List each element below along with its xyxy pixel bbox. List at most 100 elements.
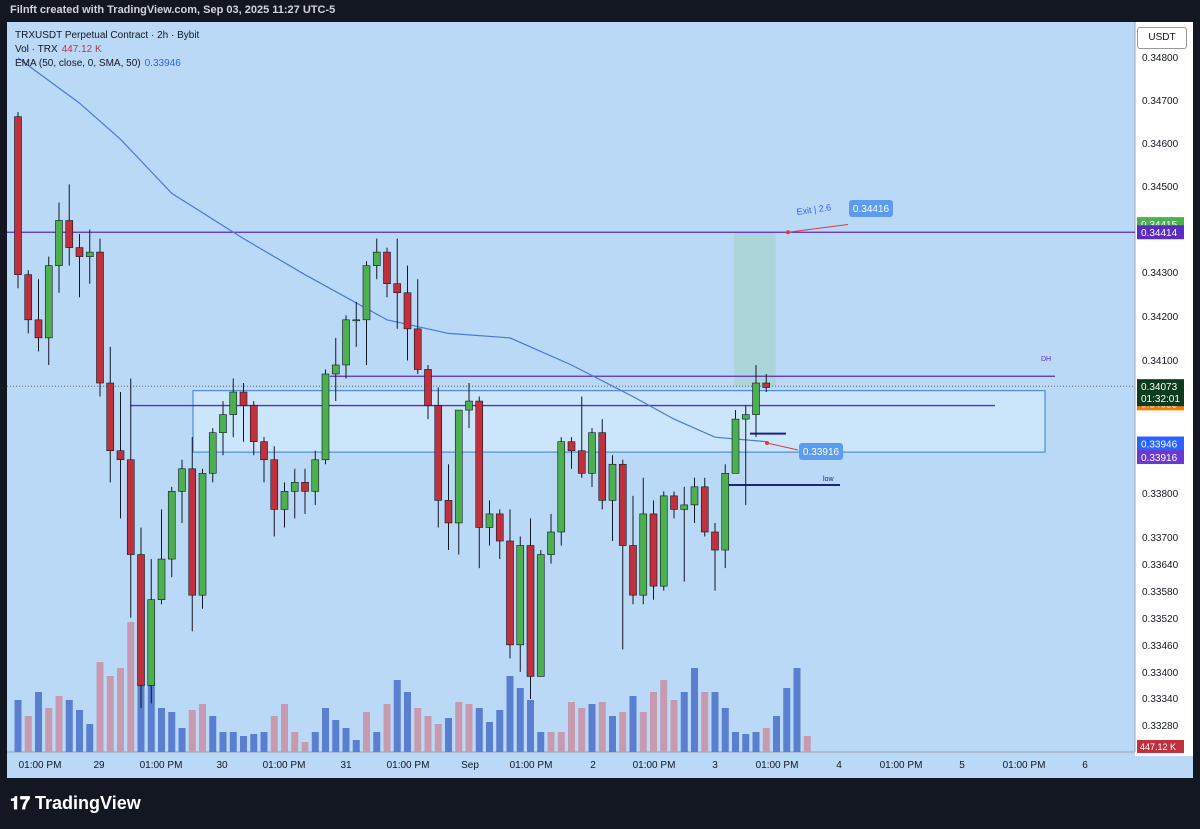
candle-down <box>629 545 637 596</box>
candle-down <box>14 116 22 275</box>
last-price-label: 0.34073 <box>1141 382 1178 393</box>
volume-bar <box>147 684 155 752</box>
volume-bar <box>291 732 299 752</box>
volume-bar <box>24 716 32 752</box>
candle-down <box>301 482 309 492</box>
volume-bar <box>188 710 196 752</box>
ema-line <box>17 57 767 443</box>
time-axis-bg <box>7 752 1135 778</box>
time-tick-label: Sep <box>461 760 479 771</box>
volume-bar <box>393 680 401 752</box>
candle-up <box>85 251 94 257</box>
candle-up <box>55 220 63 266</box>
volume-bar <box>96 662 104 752</box>
volume-bar <box>209 716 217 752</box>
candle-down <box>444 500 453 524</box>
candle-up <box>331 364 340 375</box>
volume-bar <box>639 712 647 752</box>
candle-up <box>557 441 566 533</box>
time-tick-label: 01:00 PM <box>880 760 923 771</box>
tv-logo-icon: 𝟏𝟕 <box>10 793 31 814</box>
candle-down <box>567 441 576 452</box>
volume-bar <box>732 732 739 752</box>
volume-bar <box>363 712 370 752</box>
volume-bar <box>516 688 524 752</box>
candle-down <box>188 468 197 596</box>
candle-up <box>690 486 699 506</box>
candle-up <box>680 504 689 510</box>
volume-bar <box>14 700 22 752</box>
volume-bar <box>332 720 340 752</box>
candle-up <box>536 554 545 677</box>
stop-dot <box>765 441 769 445</box>
candle-up <box>167 491 176 560</box>
last-price-badge <box>1137 379 1184 407</box>
candle-down <box>526 545 535 677</box>
candle-down <box>670 495 678 510</box>
price-tick-label: 0.33580 <box>1142 587 1179 598</box>
currency-button[interactable]: USDT <box>1137 27 1187 49</box>
candle-up <box>659 495 668 587</box>
volume-bar <box>158 708 165 752</box>
candle-up <box>465 400 473 411</box>
volume-bar <box>45 708 53 752</box>
time-tick-label: 01:00 PM <box>263 760 306 771</box>
candle-up <box>178 468 186 492</box>
candle-down <box>577 450 586 474</box>
brand-name: TradingView <box>35 793 141 813</box>
legend-vol-label: Vol · TRX <box>15 44 58 55</box>
dh-label: DH <box>1041 356 1051 363</box>
price-tick-label: 0.33700 <box>1142 533 1179 544</box>
volume-bar <box>680 692 688 752</box>
volume-bar <box>301 742 309 752</box>
price-tick-label: 0.34300 <box>1142 268 1179 279</box>
volume-bar <box>127 622 135 752</box>
chart-legend: TRXUSDT Perpetual Contract · 2h · Bybit … <box>15 29 203 71</box>
candle-up <box>731 418 740 474</box>
volume-bar <box>588 704 596 752</box>
price-axis-badge <box>1137 436 1184 451</box>
price-tick-label: 0.33520 <box>1142 614 1179 625</box>
candle-down <box>762 382 771 388</box>
legend-vol-value: 447.12 K <box>61 44 102 55</box>
volume-bar <box>404 692 411 752</box>
candle-down <box>270 459 279 510</box>
volume-bar <box>557 732 565 752</box>
volume-bar <box>660 680 668 752</box>
candle-up <box>321 373 330 461</box>
time-tick-label: 01:00 PM <box>510 760 553 771</box>
legend-ema-label: EMA (50, close, 0, SMA, 50) <box>15 58 141 69</box>
volume-bar <box>619 712 627 752</box>
volume-bar <box>445 718 452 752</box>
candle-down <box>137 554 145 686</box>
price-axis-badge <box>1137 225 1184 240</box>
candle-down <box>116 450 125 461</box>
volume-bar <box>475 708 483 752</box>
volume-bar <box>629 696 637 752</box>
price-tick-label: 0.34500 <box>1142 182 1179 193</box>
volume-bar <box>76 710 83 752</box>
volume-bar <box>537 732 545 752</box>
volume-bar <box>35 692 42 752</box>
volume-bar <box>773 716 780 752</box>
candle-up <box>208 432 217 474</box>
candle-down <box>75 247 84 257</box>
price-tick-label: 0.34200 <box>1142 312 1179 323</box>
price-tick-label: 0.34800 <box>1142 53 1179 64</box>
exit-value: 0.34416 <box>853 204 890 215</box>
volume-bar <box>783 688 791 752</box>
volume-bar <box>342 728 350 752</box>
volume-bar <box>609 716 616 752</box>
volume-bar <box>240 736 247 752</box>
price-axis-badge-label: 0.33916 <box>1141 453 1178 464</box>
volume-bar <box>55 696 63 752</box>
volume-bar <box>260 732 268 752</box>
volume-bar <box>65 700 73 752</box>
candle-down <box>383 251 391 285</box>
candle-up <box>752 382 760 415</box>
volume-bar <box>547 732 555 752</box>
stop-value: 0.33916 <box>803 447 840 458</box>
time-tick-label: 01:00 PM <box>19 760 62 771</box>
candle-up <box>547 531 555 555</box>
